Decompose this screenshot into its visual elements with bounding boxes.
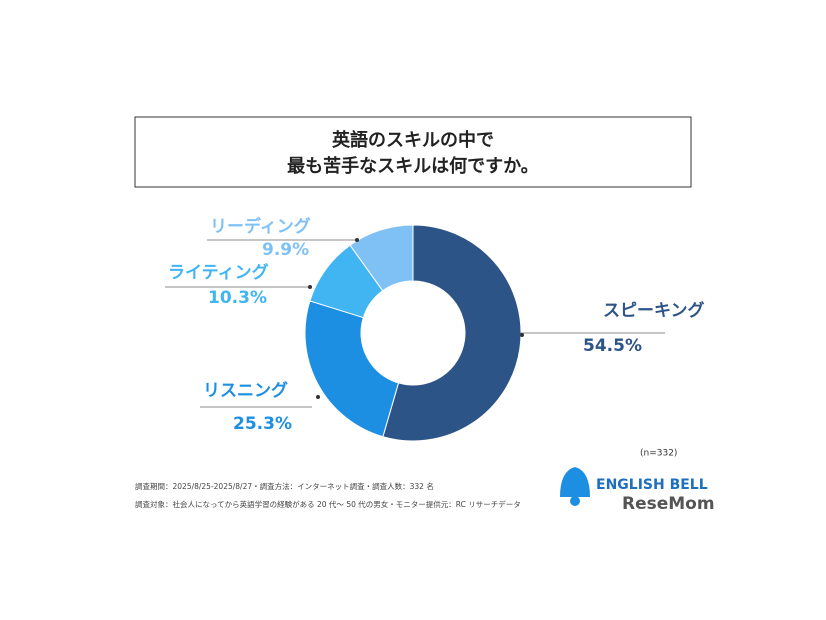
donut-slice [304, 300, 400, 438]
category-label: リスニング [203, 380, 288, 401]
leader-dot [316, 395, 320, 399]
footnote: 調査対象：社会人になってから英語学習の経験がある 20 代～ 50 代の男女・モ… [135, 499, 521, 509]
leader-dot [308, 285, 312, 289]
category-label: ライティング [168, 262, 269, 283]
logo: ENGLISH BELL [596, 477, 708, 493]
watermark: ReseMom [622, 494, 715, 514]
logo-icon [570, 496, 580, 506]
value-label: 25.3% [233, 414, 292, 434]
value-label: 9.9% [262, 240, 309, 260]
value-label: 10.3% [208, 288, 267, 308]
category-label: スピーキング [603, 300, 705, 321]
category-label: リーディング [210, 216, 311, 237]
chart-title: 英語のスキルの中で [331, 129, 494, 151]
sample-note: (n=332) [640, 449, 677, 459]
title-box [134, 116, 692, 188]
logo-icon [560, 467, 590, 497]
leader-dot [520, 333, 524, 337]
donut-slice [382, 224, 522, 442]
footnote: 調査期間：2025/8/25-2025/8/27・調査方法：インターネット調査・… [135, 481, 434, 491]
leader-dot [355, 238, 359, 242]
value-label: 54.5% [583, 336, 642, 356]
donut-slice [349, 224, 414, 292]
chart-title: 最も苦手なスキルは何ですか。 [287, 155, 539, 177]
